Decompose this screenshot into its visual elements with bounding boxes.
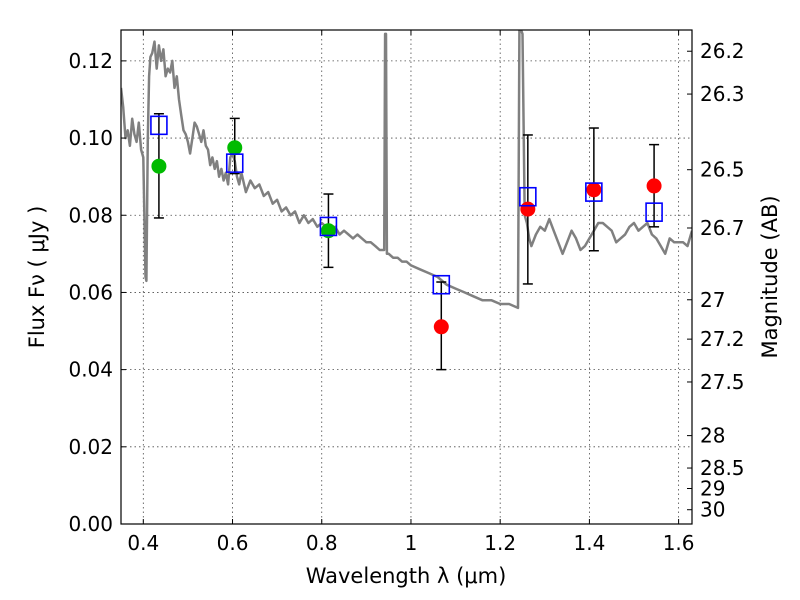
spectrum-layer [121,30,692,310]
x-axis-label: Wavelength λ (μm) [306,564,507,588]
right-tick-label: 26.2 [700,39,745,63]
right-tick-label: 27.5 [700,370,745,394]
y-tick-label: 0.04 [68,358,113,382]
data-point [227,140,243,156]
model-square [585,182,603,202]
model-square [319,216,338,237]
right-tick-label: 30 [700,498,725,522]
x-tick-label: 0.6 [217,531,249,555]
model-square [432,274,451,295]
right-tick-label: 28.5 [700,456,745,480]
y-axis-ticks: 0.00 0.02 0.04 0.06 0.08 0.10 0.12 [68,49,126,536]
right-tick-label: 27 [700,288,725,312]
y-tick-label: 0.00 [68,512,113,536]
x-tick-label: 1.4 [573,531,605,555]
x-tick-label: 1.2 [484,531,516,555]
right-tick-label: 26.5 [700,158,745,182]
data-point [520,201,536,217]
model-square [225,153,244,173]
model-square [150,115,168,136]
right-tick-label: 26.3 [700,82,745,106]
x-tick-label: 1 [405,531,418,555]
data-point [433,319,449,335]
data-point [646,178,662,194]
right-tick-label: 28 [700,424,725,448]
y-tick-label: 0.12 [68,49,113,73]
plot-frame [120,29,693,525]
x-tick-label: 0.4 [127,531,159,555]
data-point [320,223,336,239]
data-points [150,115,663,335]
model-square [519,186,537,207]
y-tick-label: 0.10 [68,126,113,150]
y-tick-label: 0.08 [68,203,113,227]
data-point [586,182,602,198]
spectrum-line [121,30,692,310]
right-tick-label: 27.2 [700,327,745,351]
right-tick-label: 29 [700,476,725,500]
right-tick-label: 26.7 [700,216,745,240]
x-axis-ticks: 0.4 0.6 0.8 1 1.2 1.4 1.6 [127,30,695,555]
x-tick-label: 0.8 [306,531,338,555]
right-axis-label: Magnitude (AB) [758,195,782,358]
y-tick-label: 0.02 [68,435,113,459]
x-tick-label: 1.6 [663,531,695,555]
y-axis-label: Flux Fν ( μJy ) [25,206,49,349]
model-square [645,202,663,222]
data-point [151,158,167,174]
y-tick-label: 0.06 [68,280,113,304]
plot-background [121,30,692,524]
